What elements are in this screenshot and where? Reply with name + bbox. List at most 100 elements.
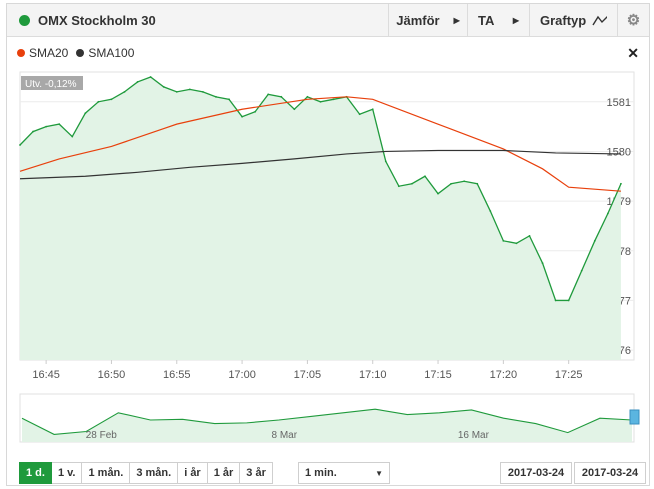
price-point bbox=[215, 95, 217, 98]
x-tick-label: 17:15 bbox=[424, 369, 452, 381]
gear-icon: ⚙ bbox=[626, 12, 641, 29]
price-point bbox=[110, 98, 113, 101]
legend-dot-icon bbox=[17, 49, 25, 57]
price-point bbox=[58, 123, 61, 126]
range-button[interactable]: 1 v. bbox=[51, 462, 83, 484]
range-navigator[interactable]: 28 Feb 8 Mar 16 Mar bbox=[7, 390, 649, 444]
caret-right-icon: ▶ bbox=[512, 15, 519, 25]
compare-label: Jämför bbox=[396, 12, 440, 28]
chart-widget: OMX Stockholm 30 Jämför ▶ TA ▶ Graftyp ⚙… bbox=[6, 3, 650, 486]
price-point bbox=[593, 239, 596, 242]
ta-label: TA bbox=[478, 12, 495, 28]
y-tick-label: 1580 bbox=[607, 146, 631, 158]
price-point bbox=[84, 112, 87, 115]
x-tick-label: 17:20 bbox=[490, 369, 518, 381]
price-point bbox=[463, 180, 466, 183]
price-point bbox=[384, 160, 387, 163]
range-button[interactable]: 3 år bbox=[240, 462, 273, 484]
price-point bbox=[554, 299, 557, 302]
price-point bbox=[450, 182, 453, 185]
price-point bbox=[228, 98, 230, 101]
date-to-value: 2017-03-24 bbox=[581, 467, 639, 479]
date-to-input[interactable]: 2017-03-24 bbox=[574, 462, 646, 484]
navigator-line bbox=[21, 408, 633, 435]
price-point bbox=[123, 90, 126, 93]
date-from-value: 2017-03-24 bbox=[507, 467, 565, 479]
price-point bbox=[188, 88, 191, 91]
price-point bbox=[306, 95, 309, 98]
price-point bbox=[502, 239, 505, 242]
price-point bbox=[149, 76, 152, 78]
x-tick-label: 17:10 bbox=[359, 369, 387, 381]
price-point bbox=[267, 93, 270, 96]
x-tick-label: 16:55 bbox=[163, 369, 191, 381]
legend-item-sma20[interactable]: SMA20 bbox=[17, 46, 68, 60]
range-button[interactable]: 1 d. bbox=[19, 462, 52, 484]
price-point bbox=[620, 182, 622, 185]
caret-down-icon: ▼ bbox=[375, 468, 383, 478]
close-icon[interactable]: ✕ bbox=[627, 45, 639, 61]
range-button[interactable]: i år bbox=[178, 462, 208, 484]
range-controls: 1 d. 1 v. 1 mån. 3 mån. i år 1 år 3 år 1 min. … bbox=[7, 458, 649, 484]
price-point bbox=[280, 95, 283, 98]
range-button[interactable]: 1 mån. bbox=[82, 462, 131, 484]
legend-dot-icon bbox=[76, 49, 85, 57]
line-chart-icon bbox=[592, 15, 607, 26]
price-point bbox=[476, 182, 479, 185]
change-badge-bg bbox=[21, 76, 83, 90]
price-point bbox=[293, 108, 296, 111]
price-area bbox=[20, 76, 621, 360]
legend-label: SMA100 bbox=[88, 46, 135, 60]
instrument-title: OMX Stockholm 30 bbox=[38, 12, 156, 28]
navigator-area bbox=[22, 409, 632, 442]
y-tick-label: 1581 bbox=[607, 97, 631, 109]
price-point bbox=[136, 81, 139, 83]
price-point bbox=[71, 135, 74, 138]
status-dot-icon bbox=[19, 14, 30, 26]
graph-type-button[interactable]: Graftyp bbox=[529, 4, 617, 36]
price-point bbox=[45, 125, 48, 128]
interval-value: 1 min. bbox=[305, 467, 337, 479]
interval-select[interactable]: 1 min. ▼ bbox=[298, 462, 390, 484]
range-button[interactable]: 3 mån. bbox=[130, 462, 179, 484]
price-point bbox=[19, 144, 21, 146]
price-point bbox=[580, 269, 583, 272]
date-from-input[interactable]: 2017-03-24 bbox=[500, 462, 572, 484]
price-point bbox=[358, 113, 361, 116]
price-point bbox=[424, 175, 426, 178]
price-point bbox=[162, 85, 165, 88]
ta-button[interactable]: TA ▶ bbox=[467, 4, 529, 36]
compare-button[interactable]: Jämför ▶ bbox=[388, 4, 467, 36]
price-point bbox=[437, 192, 439, 195]
legend-item-sma100[interactable]: SMA100 bbox=[76, 46, 134, 60]
price-point bbox=[528, 234, 531, 237]
legend-label: SMA20 bbox=[29, 46, 69, 60]
settings-button[interactable]: ⚙ bbox=[617, 4, 649, 36]
x-tick-label: 17:05 bbox=[294, 369, 322, 381]
price-point bbox=[515, 242, 518, 245]
price-point bbox=[201, 90, 204, 93]
x-tick-label: 17:25 bbox=[555, 369, 583, 381]
price-point bbox=[541, 262, 544, 265]
price-point bbox=[411, 182, 413, 185]
x-tick-label: 16:45 bbox=[32, 369, 60, 381]
navigator-date-label: 28 Feb bbox=[86, 430, 118, 441]
change-badge-label: Utv. -0,12% bbox=[25, 79, 77, 90]
sma20-series-line bbox=[19, 96, 621, 192]
price-point bbox=[489, 210, 492, 212]
change-badge: Utv. -0,12% bbox=[21, 76, 83, 90]
indicator-legend: SMA20 SMA100 ✕ bbox=[7, 38, 649, 68]
navigator-handle[interactable] bbox=[629, 409, 640, 425]
price-point bbox=[97, 100, 100, 103]
price-chart[interactable]: 15761577157815791580158116:4516:5016:551… bbox=[7, 68, 649, 390]
sma100-series-line bbox=[19, 149, 621, 180]
range-button[interactable]: 1 år bbox=[207, 462, 241, 484]
caret-right-icon: ▶ bbox=[453, 15, 460, 25]
price-point bbox=[175, 90, 178, 93]
x-tick-label: 16:50 bbox=[98, 369, 126, 381]
price-point bbox=[371, 108, 374, 111]
price-point bbox=[567, 299, 570, 302]
chart-toolbar: OMX Stockholm 30 Jämför ▶ TA ▶ Graftyp ⚙ bbox=[7, 4, 649, 37]
instrument-title-area: OMX Stockholm 30 bbox=[7, 4, 388, 36]
navigator-date-label: 8 Mar bbox=[272, 430, 298, 441]
